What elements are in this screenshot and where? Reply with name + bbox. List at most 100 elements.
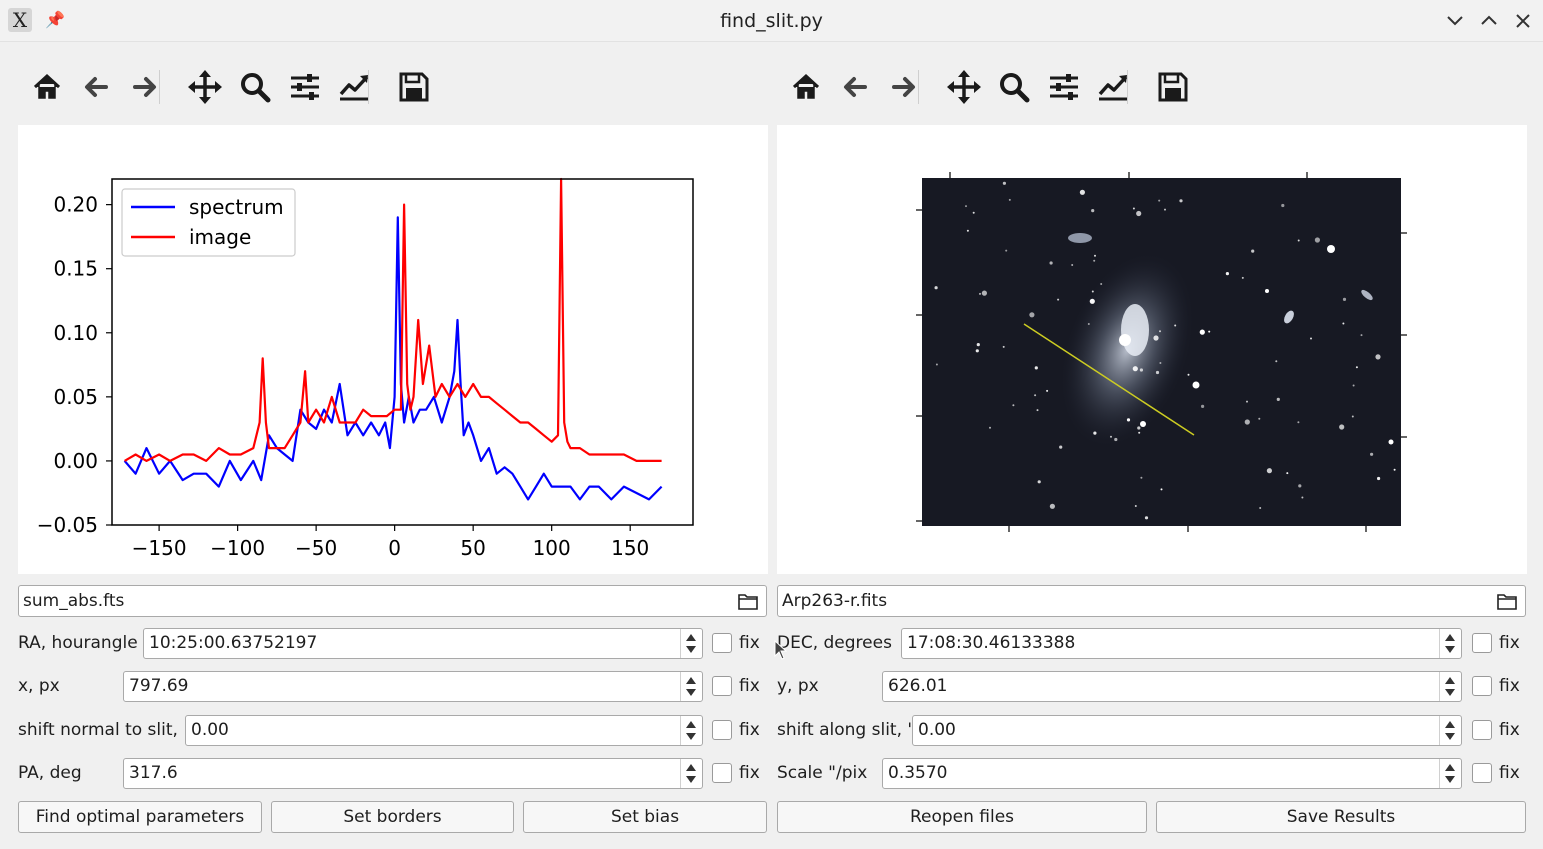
set-bias-button[interactable]: Set bias [523,801,767,833]
pin-icon[interactable]: 📌 [45,10,65,29]
star [1126,418,1131,422]
spin-arrows[interactable] [1439,759,1461,788]
spin-down-icon[interactable] [686,689,696,696]
pa-fix-label: fix [739,763,760,783]
dec-fix-checkbox[interactable] [1472,633,1492,653]
spin-up-icon[interactable] [1445,764,1455,771]
image-file-field[interactable]: Arp263-r.fits [777,585,1526,617]
spin-up-icon[interactable] [1445,677,1455,684]
spin-down-icon[interactable] [1445,646,1455,653]
configure-subplots-icon[interactable] [285,67,325,107]
star [1091,209,1095,213]
spin-up-icon[interactable] [686,721,696,728]
spin-arrows[interactable] [1439,672,1461,701]
spin-arrows[interactable] [680,672,702,701]
home-icon[interactable] [786,67,826,107]
configure-subplots-icon[interactable] [1044,67,1084,107]
star [975,349,979,353]
scale-spinbox[interactable]: 0.3570 [882,758,1462,789]
edit-axis-icon[interactable] [1093,67,1133,107]
back-arrow-icon[interactable] [76,67,116,107]
pan-icon[interactable] [185,67,225,107]
y-spinbox[interactable]: 626.01 [882,671,1462,702]
zoom-icon[interactable] [994,67,1034,107]
pa-fix-checkbox[interactable] [712,763,732,783]
spin-down-icon[interactable] [1445,776,1455,783]
save-results-button[interactable]: Save Results [1156,801,1526,833]
shift-normal-fix-checkbox[interactable] [712,720,732,740]
forward-arrow-icon[interactable] [884,67,924,107]
sky-image[interactable] [777,125,1527,574]
star [1355,366,1358,369]
star [1089,298,1095,304]
spectrum-file-name: sum_abs.fts [23,591,125,611]
shift-along-fix-checkbox[interactable] [1472,720,1492,740]
spin-arrows[interactable] [1439,629,1461,658]
spin-arrows[interactable] [680,716,702,745]
spin-arrows[interactable] [680,629,702,658]
home-icon[interactable] [27,67,67,107]
slit-line[interactable] [1023,323,1195,436]
star [1241,276,1244,279]
spin-down-icon[interactable] [686,646,696,653]
star [1114,437,1118,442]
star [1259,507,1262,509]
spin-up-icon[interactable] [686,677,696,684]
star [1034,394,1037,397]
dec-label: DEC, degrees [777,633,892,653]
y-tick-label: 0.05 [53,385,98,409]
star [1297,239,1300,242]
spin-up-icon[interactable] [1445,634,1455,641]
spin-up-icon[interactable] [686,764,696,771]
star [989,426,991,429]
shift-along-spinbox[interactable]: 0.00 [912,715,1462,746]
x-fix-checkbox[interactable] [712,676,732,696]
pan-icon[interactable] [944,67,984,107]
y-fix-checkbox[interactable] [1472,676,1492,696]
star [1138,431,1141,434]
maximize-icon[interactable] [1476,8,1502,34]
reopen-files-button[interactable]: Reopen files [777,801,1147,833]
star [1187,373,1190,376]
spin-up-icon[interactable] [1445,721,1455,728]
y-fix-label: fix [1499,676,1520,696]
back-arrow-icon[interactable] [835,67,875,107]
close-icon[interactable] [1510,8,1536,34]
zoom-icon[interactable] [235,67,275,107]
spectrum-chart[interactable]: −150 −100 −50 0 50 100 150 −0.05 0.00 0.05 0.10 0.1… [18,125,768,574]
image-canvas[interactable] [777,125,1527,574]
folder-icon[interactable] [738,592,758,610]
spectrum-plot-canvas[interactable]: −150 −100 −50 0 50 100 150 −0.05 0.00 0.05 0.10 0.1… [18,125,768,574]
set-borders-button[interactable]: Set borders [271,801,514,833]
spin-up-icon[interactable] [686,634,696,641]
spin-down-icon[interactable] [1445,733,1455,740]
minimize-icon[interactable] [1442,8,1468,34]
spin-down-icon[interactable] [1445,689,1455,696]
star [1159,330,1161,333]
dec-spinbox[interactable]: 17:08:30.46133388 [901,628,1462,659]
forward-arrow-icon[interactable] [125,67,165,107]
spin-arrows[interactable] [1439,716,1461,745]
star [1034,366,1038,370]
toolbar-separator [1127,70,1128,104]
star [1360,334,1363,337]
save-icon[interactable] [1153,67,1193,107]
ra-spinbox[interactable]: 10:25:00.63752197 [143,628,703,659]
star [1208,330,1211,333]
spin-arrows[interactable] [680,759,702,788]
edit-axis-icon[interactable] [334,67,374,107]
save-icon[interactable] [394,67,434,107]
ra-fix-checkbox[interactable] [712,633,732,653]
find-optimal-button[interactable]: Find optimal parameters [18,801,262,833]
spin-down-icon[interactable] [686,776,696,783]
star [1002,181,1006,185]
ra-label: RA, hourangle [18,633,138,653]
folder-icon[interactable] [1497,592,1517,610]
pa-spinbox[interactable]: 317.6 [123,758,703,789]
scale-fix-checkbox[interactable] [1472,763,1492,783]
x-spinbox[interactable]: 797.69 [123,671,703,702]
shift-normal-spinbox[interactable]: 0.00 [185,715,703,746]
star [1164,208,1166,211]
spin-down-icon[interactable] [686,733,696,740]
spectrum-file-field[interactable]: sum_abs.fts [18,585,767,617]
